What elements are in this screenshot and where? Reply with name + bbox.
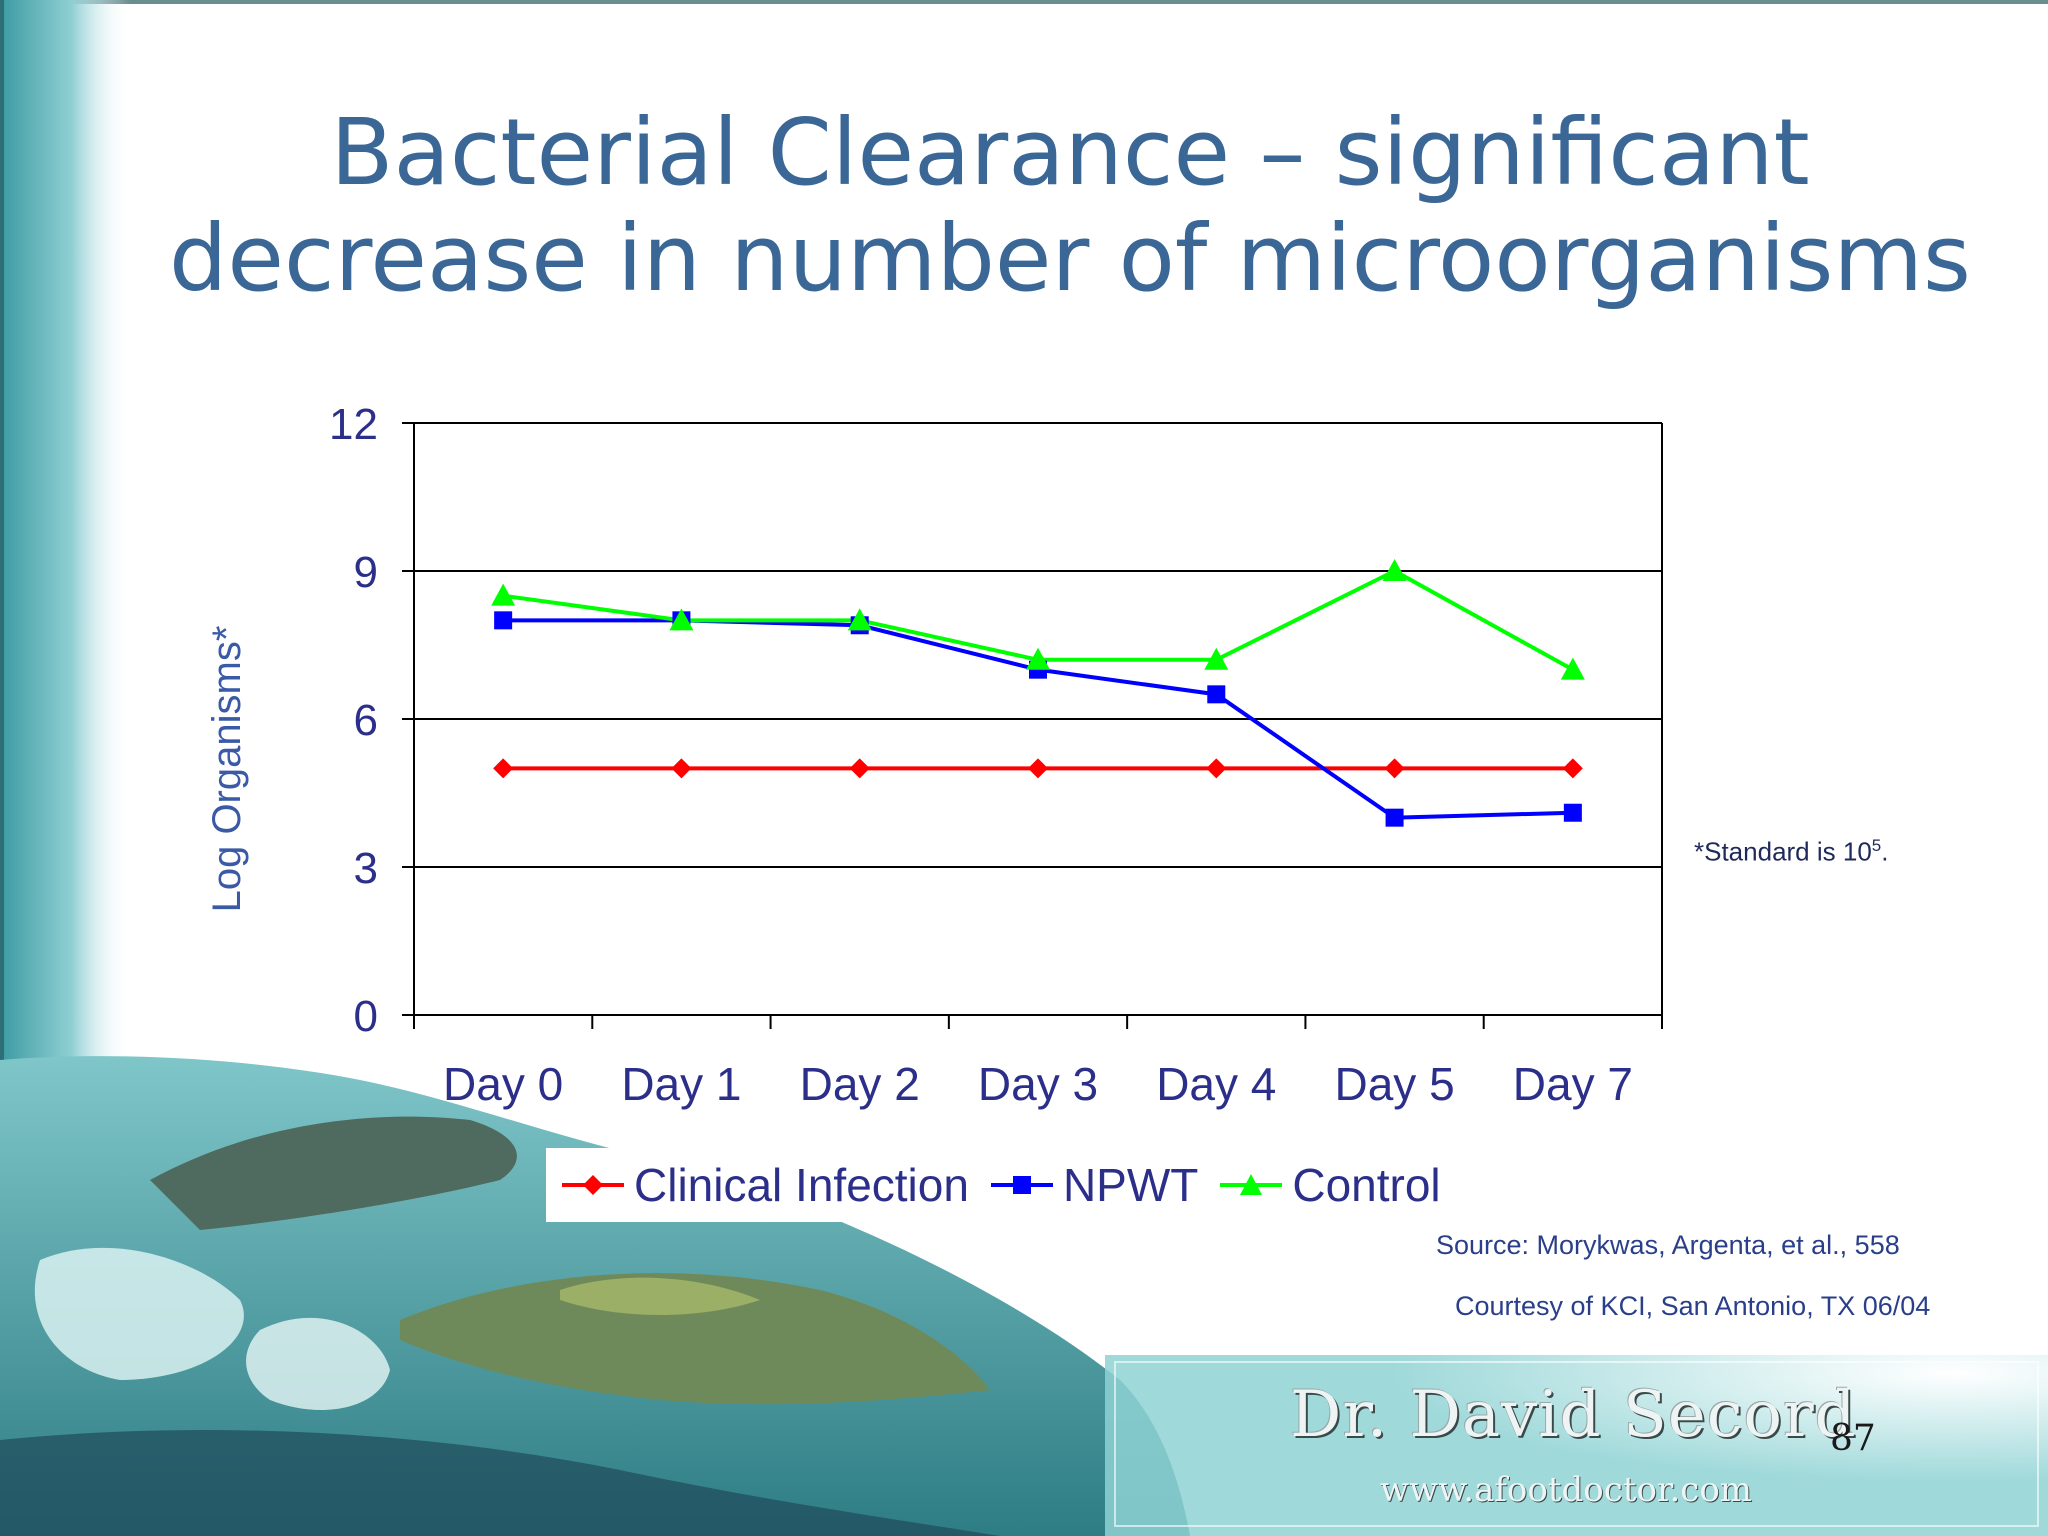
- slide-title: Bacterial Clearance – significant decrea…: [140, 100, 2000, 312]
- y-tick-label: 9: [354, 548, 378, 597]
- point-control: [1560, 657, 1585, 680]
- footnote-exponent: 5: [1871, 836, 1882, 855]
- point-clinical-infection: [493, 758, 514, 779]
- brand-url: www.afootdoctor.com: [1380, 1470, 1753, 1510]
- footnote-prefix: *Standard is 10: [1694, 836, 1872, 867]
- legend-item-npwt: NPWT: [989, 1158, 1198, 1212]
- source-citation: Source: Morykwas, Argenta, et al., 558: [1436, 1230, 1900, 1260]
- x-tick-label: Day 1: [621, 1058, 741, 1110]
- standard-footnote: *Standard is 105.: [1694, 836, 1889, 868]
- point-npwt: [1563, 803, 1582, 822]
- courtesy-credit: Courtesy of KCI, San Antonio, TX 06/04: [1455, 1291, 1931, 1321]
- legend-label-clinical-infection: Clinical Infection: [634, 1159, 969, 1211]
- y-tick-label: 3: [354, 844, 378, 893]
- point-clinical-infection: [849, 758, 870, 779]
- point-npwt: [1207, 685, 1226, 704]
- point-npwt: [494, 611, 513, 630]
- point-clinical-infection: [671, 758, 692, 779]
- point-control: [669, 608, 694, 631]
- footnote-suffix: .: [1881, 836, 1889, 867]
- point-control: [491, 583, 516, 606]
- legend-label-npwt: NPWT: [1062, 1159, 1199, 1211]
- legend-item-control: Control: [1218, 1158, 1441, 1212]
- dolphin-upper: [150, 1116, 517, 1230]
- legend-marker-triangle-icon: [1220, 1174, 1283, 1195]
- point-control: [847, 608, 872, 631]
- point-control: [1026, 647, 1050, 670]
- dolphin-lower: [400, 1273, 990, 1405]
- y-tick-label: 6: [354, 696, 378, 745]
- point-control: [1204, 647, 1229, 670]
- x-tick-label: Day 0: [443, 1058, 563, 1110]
- dolphin-belly: [560, 1277, 760, 1315]
- legend-item-clinical-infection: Clinical Infection: [560, 1158, 969, 1212]
- x-tick-label: Day 3: [978, 1058, 1098, 1110]
- brand-banner-frame: [1114, 1361, 2039, 1527]
- point-clinical-infection: [1206, 758, 1227, 779]
- title-line-1: Bacterial Clearance – significant: [330, 99, 1810, 206]
- left-strip: [0, 0, 130, 1100]
- y-tick-label: 12: [329, 400, 378, 449]
- legend-marker-square-icon: [990, 1176, 1053, 1194]
- point-control: [1382, 559, 1407, 581]
- chart-legend: Clinical Infection NPWT Control: [546, 1148, 1465, 1222]
- foam-2: [246, 1317, 390, 1410]
- point-npwt: [1385, 808, 1404, 827]
- x-tick-label: Day 5: [1334, 1058, 1454, 1110]
- foam-1: [34, 1247, 244, 1380]
- x-tick-label: Day 4: [1156, 1058, 1276, 1110]
- y-axis-label: Log Organisms*: [205, 626, 249, 913]
- point-clinical-infection: [1028, 758, 1048, 779]
- point-clinical-infection: [1562, 758, 1583, 779]
- legend-label-control: Control: [1292, 1159, 1441, 1211]
- legend-marker-diamond-icon: [562, 1175, 624, 1195]
- brand-banner-fade: [1105, 1355, 2048, 1536]
- page-number: 87: [1830, 1418, 1876, 1459]
- brand-name: Dr. David Secord: [1290, 1378, 1857, 1452]
- point-clinical-infection: [1384, 758, 1405, 779]
- top-border: [0, 0, 2048, 4]
- title-line-2: decrease in number of microorganisms: [169, 205, 1971, 312]
- x-tick-label: Day 7: [1513, 1058, 1633, 1110]
- left-border: [0, 0, 4, 1536]
- sea-floor: [0, 1430, 1000, 1536]
- y-tick-label: 0: [354, 992, 378, 1041]
- x-tick-label: Day 2: [800, 1058, 920, 1110]
